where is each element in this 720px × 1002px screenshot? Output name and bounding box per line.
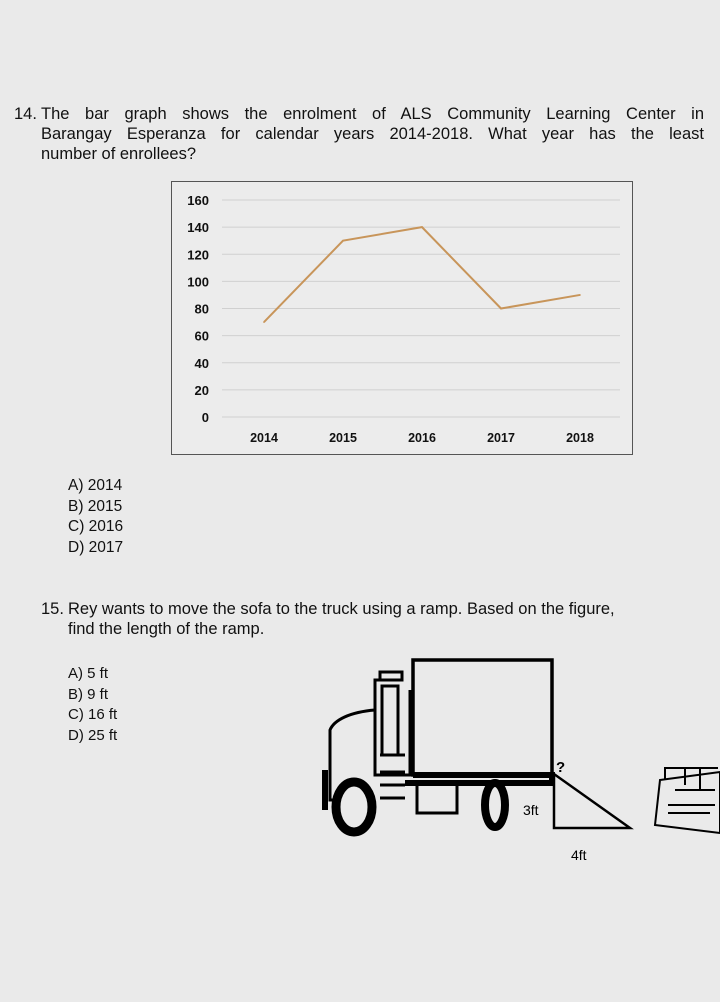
sofa-drawing [653, 767, 720, 835]
height-label: 3ft [523, 802, 539, 818]
option-b[interactable]: B) 2015 [68, 497, 123, 515]
data-point [342, 239, 344, 242]
y-tick-label: 60 [195, 329, 209, 344]
x-tick-label: 2017 [487, 431, 515, 445]
chart-svg: 0 20 40 60 80 100 120 140 160 2014 2015 2016 2017 201… [187, 193, 620, 445]
y-tick-label: 140 [187, 220, 209, 235]
y-tick-label: 100 [187, 274, 209, 289]
option-a[interactable]: A) 5 ft [68, 665, 109, 682]
question-number: 14. [14, 105, 37, 123]
truck-cargo-box [411, 658, 554, 777]
series-line [263, 226, 581, 323]
base-label: 4ft [571, 847, 587, 863]
option-c[interactable]: C) 2016 [68, 518, 124, 535]
question-number: 15. [41, 600, 64, 618]
y-tick-label: 20 [195, 383, 209, 398]
question-text: find the length of the ramp. [68, 620, 265, 638]
unknown-ramp-label: ? [556, 759, 565, 776]
truck-drawing [322, 658, 555, 837]
data-point [500, 307, 502, 310]
data-point [579, 294, 581, 296]
option-c[interactable]: C) 16 ft [68, 706, 118, 723]
y-tick-label: 0 [202, 410, 209, 425]
data-point [421, 226, 423, 228]
y-tick-label: 160 [187, 193, 209, 208]
x-tick-label: 2016 [408, 431, 436, 445]
option-b[interactable]: B) 9 ft [68, 685, 109, 703]
x-tick-label: 2014 [250, 431, 278, 445]
question-text: Rey wants to move the sofa to the truck … [68, 600, 615, 618]
question-text: Barangay Esperanza for calendar years 20… [41, 125, 704, 143]
question-text: number of enrollees? [41, 145, 197, 163]
x-tick-label: 2015 [329, 431, 357, 445]
q14-options: A) 2014 B) 2015 C) 2016 D) 2017 [68, 476, 123, 558]
question-15: 15. Rey wants to move the sofa to the tr… [41, 599, 701, 639]
option-a[interactable]: A) 2014 [68, 477, 123, 494]
enrolment-line-chart: 0 20 40 60 80 100 120 140 160 2014 2015 2016 2017 201… [171, 181, 633, 455]
ramp-triangle [552, 771, 634, 830]
question-14: 14. The bar graph shows the enrolment of… [14, 104, 704, 164]
y-tick-label: 80 [195, 302, 209, 317]
option-d[interactable]: D) 25 ft [68, 726, 118, 744]
option-d[interactable]: D) 2017 [68, 538, 124, 556]
data-point [263, 321, 265, 323]
question-text: The bar graph shows the enrolment of ALS… [41, 105, 704, 123]
q15-options: A) 5 ft B) 9 ft C) 16 ft D) 25 ft [68, 664, 117, 746]
truck-ramp-figure: ? 3ft 4ft [322, 658, 720, 863]
x-tick-label: 2018 [566, 431, 594, 445]
y-tick-label: 120 [187, 247, 209, 262]
y-tick-label: 40 [195, 356, 209, 371]
